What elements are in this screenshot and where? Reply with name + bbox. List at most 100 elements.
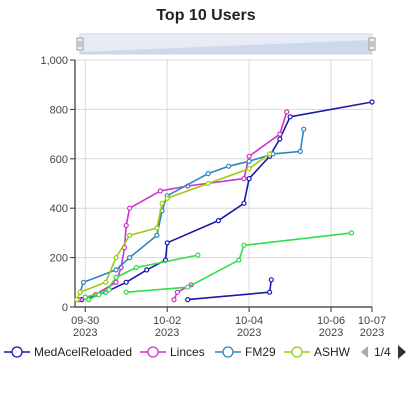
x-axis-ticks: 09-30202310-02202310-04202310-06202310-0… xyxy=(71,307,386,339)
data-point[interactable] xyxy=(77,289,83,295)
navigator-handle-right[interactable] xyxy=(368,37,376,51)
data-point[interactable] xyxy=(226,163,232,169)
series-unlisted xyxy=(123,230,355,295)
data-point[interactable] xyxy=(103,279,109,285)
legend-item[interactable]: Linces xyxy=(140,345,205,359)
x-tick-year-label: 2023 xyxy=(155,327,179,339)
data-point[interactable] xyxy=(348,230,355,236)
navigator-handle-left[interactable] xyxy=(76,37,84,51)
range-navigator[interactable] xyxy=(76,33,376,55)
legend-item[interactable]: ASHW xyxy=(284,345,351,359)
data-point[interactable] xyxy=(127,255,133,261)
y-tick-label: 800 xyxy=(50,104,68,116)
series-medacelreloaded xyxy=(79,99,375,303)
data-point[interactable] xyxy=(113,279,119,285)
legend-prev-arrow-icon[interactable] xyxy=(361,346,368,358)
x-tick-label: 09-30 xyxy=(71,315,99,327)
data-point[interactable] xyxy=(113,267,119,273)
data-point[interactable] xyxy=(154,225,160,231)
data-point[interactable] xyxy=(157,188,163,194)
data-point[interactable] xyxy=(159,200,165,206)
data-point[interactable] xyxy=(82,294,88,300)
y-axis-ticks: 0 200 400 600 800 1,000 xyxy=(40,55,75,314)
data-point[interactable] xyxy=(154,232,160,238)
data-point[interactable] xyxy=(215,218,221,224)
x-tick-year-label: 2023 xyxy=(73,327,97,339)
data-point[interactable] xyxy=(195,252,201,258)
data-point[interactable] xyxy=(246,166,252,172)
y-tick-label: 200 xyxy=(50,253,68,265)
data-point[interactable] xyxy=(113,255,119,261)
data-point[interactable] xyxy=(164,240,170,246)
x-tick-year-label: 2023 xyxy=(237,327,261,339)
series-line xyxy=(75,153,271,300)
data-point[interactable] xyxy=(106,287,112,293)
legend-label: ASHW xyxy=(314,345,351,359)
data-point[interactable] xyxy=(277,131,283,137)
data-point[interactable] xyxy=(127,232,133,238)
series-line xyxy=(81,101,373,301)
data-point[interactable] xyxy=(205,171,211,177)
x-tick-label: 10-06 xyxy=(317,315,345,327)
legend-item[interactable]: MedAcelReloaded xyxy=(4,345,132,359)
x-tick-year-label: 2023 xyxy=(360,327,384,339)
plot-area xyxy=(74,99,375,303)
data-point[interactable] xyxy=(246,176,252,182)
legend: MedAcelReloaded Linces FM29 ASHW xyxy=(4,345,351,359)
data-point[interactable] xyxy=(205,180,211,187)
x-tick-label: 10-07 xyxy=(358,315,386,327)
series-unlisted xyxy=(86,287,112,303)
x-tick-year-label: 2023 xyxy=(319,327,343,339)
data-point[interactable] xyxy=(241,176,247,182)
data-point[interactable] xyxy=(123,289,129,295)
legend-item[interactable]: FM29 xyxy=(215,345,276,359)
data-point[interactable] xyxy=(267,151,273,157)
data-point[interactable] xyxy=(267,289,273,295)
data-point[interactable] xyxy=(241,242,247,248)
data-point[interactable] xyxy=(287,114,293,120)
data-point[interactable] xyxy=(171,297,177,303)
navigator-series xyxy=(80,40,372,54)
legend-marker-icon xyxy=(222,346,234,358)
data-point[interactable] xyxy=(144,267,150,273)
data-point[interactable] xyxy=(297,148,303,154)
data-point[interactable] xyxy=(268,277,274,283)
legend-label: MedAcelReloaded xyxy=(34,345,132,359)
data-point[interactable] xyxy=(185,297,191,303)
series-line xyxy=(187,279,273,301)
x-tick-label: 10-04 xyxy=(235,315,263,327)
y-tick-label: 0 xyxy=(62,302,68,314)
data-point[interactable] xyxy=(277,136,283,142)
data-point[interactable] xyxy=(236,257,242,263)
x-tick-label: 10-02 xyxy=(153,315,181,327)
data-point[interactable] xyxy=(284,109,290,115)
data-point[interactable] xyxy=(123,222,129,229)
y-tick-label: 1,000 xyxy=(40,55,68,67)
data-point[interactable] xyxy=(246,153,252,159)
data-point[interactable] xyxy=(80,279,87,285)
data-point[interactable] xyxy=(174,289,180,295)
legend-marker-icon xyxy=(291,346,303,358)
y-tick-label: 600 xyxy=(50,154,68,166)
data-point[interactable] xyxy=(369,99,375,105)
data-point[interactable] xyxy=(164,195,170,201)
data-point[interactable] xyxy=(127,205,133,211)
data-point[interactable] xyxy=(96,292,102,298)
data-point[interactable] xyxy=(123,279,129,285)
legend-marker-icon xyxy=(11,346,23,358)
data-point[interactable] xyxy=(113,274,119,280)
data-point[interactable] xyxy=(246,158,252,164)
legend-page-indicator: 1/4 xyxy=(374,345,391,359)
legend-pager: 1/4 xyxy=(361,345,406,359)
data-point[interactable] xyxy=(74,297,80,303)
chart-title: Top 10 Users xyxy=(156,7,255,24)
legend-label: Linces xyxy=(170,345,205,359)
data-point[interactable] xyxy=(86,297,92,303)
data-point[interactable] xyxy=(185,284,191,290)
legend-next-arrow-icon[interactable] xyxy=(398,345,406,359)
data-point[interactable] xyxy=(133,264,139,271)
series-ashw xyxy=(74,151,273,303)
data-point[interactable] xyxy=(241,200,247,206)
data-point[interactable] xyxy=(301,126,307,132)
